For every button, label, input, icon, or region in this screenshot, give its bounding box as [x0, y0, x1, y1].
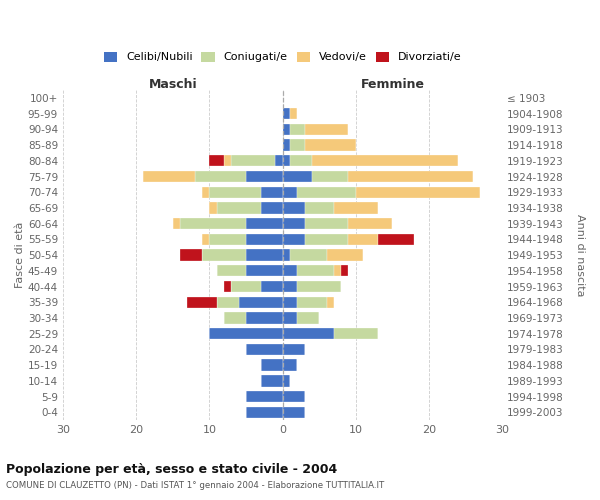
Bar: [305, 218, 349, 230]
Bar: [312, 171, 349, 182]
Bar: [297, 281, 341, 292]
Bar: [246, 406, 283, 418]
Bar: [246, 312, 283, 324]
Bar: [246, 265, 283, 276]
Bar: [283, 250, 290, 261]
Bar: [290, 250, 326, 261]
Bar: [305, 202, 334, 213]
Bar: [239, 296, 283, 308]
Bar: [173, 218, 180, 230]
Bar: [246, 391, 283, 402]
Y-axis label: Fasce di età: Fasce di età: [15, 222, 25, 288]
Bar: [349, 171, 473, 182]
Bar: [283, 202, 305, 213]
Bar: [260, 281, 283, 292]
Bar: [217, 265, 246, 276]
Bar: [283, 391, 305, 402]
Text: Maschi: Maschi: [148, 78, 197, 91]
Bar: [246, 218, 283, 230]
Bar: [283, 171, 312, 182]
Bar: [232, 281, 260, 292]
Bar: [283, 140, 290, 150]
Bar: [305, 140, 356, 150]
Bar: [312, 155, 458, 166]
Bar: [187, 296, 217, 308]
Bar: [246, 171, 283, 182]
Bar: [334, 265, 341, 276]
Bar: [224, 281, 232, 292]
Bar: [283, 281, 297, 292]
Bar: [209, 202, 217, 213]
Bar: [283, 234, 305, 245]
Bar: [290, 140, 305, 150]
Text: COMUNE DI CLAUZETTO (PN) - Dati ISTAT 1° gennaio 2004 - Elaborazione TUTTITALIA.: COMUNE DI CLAUZETTO (PN) - Dati ISTAT 1°…: [6, 481, 384, 490]
Bar: [209, 328, 283, 340]
Text: Popolazione per età, sesso e stato civile - 2004: Popolazione per età, sesso e stato civil…: [6, 462, 337, 475]
Bar: [297, 312, 319, 324]
Bar: [378, 234, 415, 245]
Bar: [246, 344, 283, 355]
Bar: [217, 202, 260, 213]
Bar: [224, 312, 246, 324]
Bar: [356, 186, 481, 198]
Bar: [283, 265, 297, 276]
Bar: [283, 155, 290, 166]
Bar: [283, 186, 297, 198]
Bar: [283, 218, 305, 230]
Bar: [334, 328, 378, 340]
Bar: [283, 328, 334, 340]
Bar: [290, 124, 305, 135]
Bar: [209, 234, 246, 245]
Bar: [283, 312, 297, 324]
Bar: [283, 296, 297, 308]
Bar: [246, 234, 283, 245]
Y-axis label: Anni di nascita: Anni di nascita: [575, 214, 585, 296]
Text: Femmine: Femmine: [361, 78, 424, 91]
Bar: [260, 202, 283, 213]
Legend: Celibi/Nubili, Coniugati/e, Vedovi/e, Divorziati/e: Celibi/Nubili, Coniugati/e, Vedovi/e, Di…: [99, 47, 466, 67]
Bar: [297, 186, 356, 198]
Bar: [349, 218, 392, 230]
Bar: [217, 296, 239, 308]
Bar: [283, 108, 290, 120]
Bar: [209, 186, 260, 198]
Bar: [260, 360, 283, 371]
Bar: [334, 202, 378, 213]
Bar: [260, 186, 283, 198]
Bar: [283, 406, 305, 418]
Bar: [180, 218, 246, 230]
Bar: [283, 360, 297, 371]
Bar: [341, 265, 349, 276]
Bar: [305, 234, 349, 245]
Bar: [143, 171, 195, 182]
Bar: [232, 155, 275, 166]
Bar: [297, 296, 326, 308]
Bar: [260, 375, 283, 386]
Bar: [246, 250, 283, 261]
Bar: [283, 124, 290, 135]
Bar: [283, 344, 305, 355]
Bar: [326, 296, 334, 308]
Bar: [202, 186, 209, 198]
Bar: [326, 250, 363, 261]
Bar: [297, 265, 334, 276]
Bar: [290, 155, 312, 166]
Bar: [202, 250, 246, 261]
Bar: [202, 234, 209, 245]
Bar: [305, 124, 349, 135]
Bar: [290, 108, 297, 120]
Bar: [209, 155, 224, 166]
Bar: [275, 155, 283, 166]
Bar: [283, 375, 290, 386]
Bar: [224, 155, 232, 166]
Bar: [180, 250, 202, 261]
Bar: [195, 171, 246, 182]
Bar: [349, 234, 378, 245]
